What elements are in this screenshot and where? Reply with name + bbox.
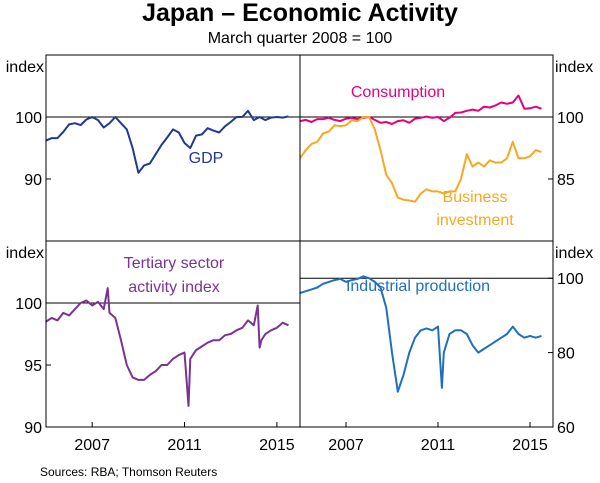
plot-area: 90 100 index GDP 85 100 index Consumption Busine… [6,59,594,454]
y-tick-label: 100 [15,110,42,127]
x-tick-label: 2011 [167,437,202,454]
axis-label-index: index [555,245,593,262]
panel-top-right: 85 100 index Consumption Business investment [299,59,593,229]
panel-top-left: 90 100 index GDP [6,59,300,189]
source-note: Sources: RBA; Thomson Reuters [40,465,217,479]
series-line-industrial-production [299,275,542,393]
x-tick-label: 2011 [421,437,456,454]
y-tick-label: 100 [557,110,584,127]
panel-bottom-right: 60 80 100 index 2007 2011 2015 Industrial produ… [299,245,593,454]
x-tick-label: 2015 [512,437,548,454]
series-line-gdp [45,109,289,174]
y-tick-label: 100 [15,296,42,313]
axis-label-index: index [555,59,593,76]
panel-bottom-left: 90 95 100 index 2007 2011 2015 Tertiary sector a… [6,245,300,454]
series-line-business-investment [299,116,542,203]
series-label: Consumption [351,84,445,101]
series-label: Industrial production [346,278,490,295]
series-line-tertiary-sector-activity-index [45,287,289,407]
y-tick-label: 60 [557,420,575,437]
x-tick-label: 2007 [74,437,110,454]
chart-title: Japan – Economic Activity [142,0,458,27]
y-tick-label: 80 [557,346,575,363]
series-label: Business [443,189,508,206]
series-label: Tertiary sector [124,255,225,272]
x-tick-label: 2015 [259,437,295,454]
x-tick-label: 2007 [328,437,364,454]
axis-label-index: index [6,245,44,262]
series-label: activity index [128,279,220,296]
axis-label-index: index [6,59,44,76]
y-tick-label: 90 [24,172,42,189]
y-tick-label: 85 [557,172,575,189]
series-label: GDP [189,150,224,167]
chart-subtitle: March quarter 2008 = 100 [208,30,393,47]
y-tick-label: 95 [24,358,42,375]
series-line-consumption [299,94,542,125]
y-tick-label: 90 [24,420,42,437]
series-label: investment [436,212,514,229]
y-tick-label: 100 [557,271,584,288]
